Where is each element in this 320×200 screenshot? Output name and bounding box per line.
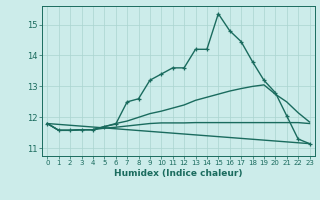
X-axis label: Humidex (Indice chaleur): Humidex (Indice chaleur) bbox=[114, 169, 243, 178]
